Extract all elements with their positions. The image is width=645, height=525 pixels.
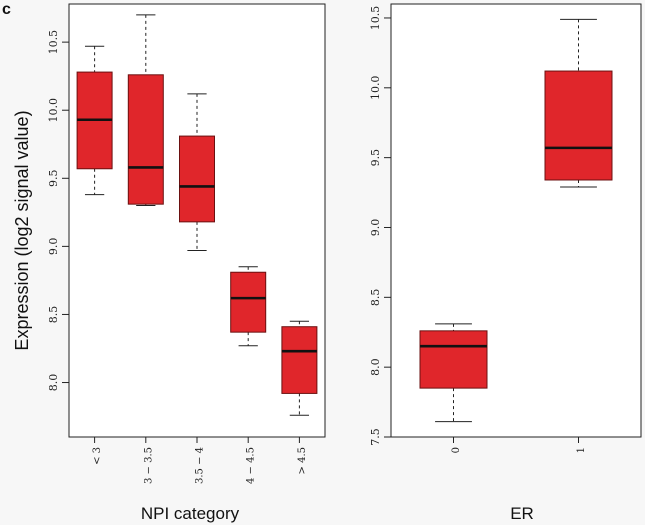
x-category-label: 3 − 3.5	[143, 447, 154, 484]
y-tick-label: 9.0	[369, 219, 382, 237]
x-category-label: 4 − 4.5	[246, 447, 257, 484]
y-tick-label: 9.0	[47, 238, 60, 256]
y-tick-label: 10.5	[369, 6, 382, 31]
x-category-label: 3.5 − 4	[195, 447, 206, 484]
x-category-label: 1	[576, 447, 587, 453]
x-axis-label: NPI category	[141, 504, 240, 523]
y-tick-label: 7.5	[369, 428, 382, 446]
x-category-label: > 4.5	[297, 447, 308, 474]
y-tick-label: 8.0	[369, 358, 382, 376]
box	[544, 70, 613, 181]
y-tick-label: 9.5	[369, 149, 382, 167]
er-boxplot-panel: 7.5 8.0 8.5 9.0 9.5 10.0 10.5 0 1 ER	[369, 3, 642, 523]
npi-boxplot-panel: 8.0 8.5 9.0 9.5 10.0 10.5 < 3 3 − 3.5 3.5 − 4 4 −…	[12, 3, 326, 523]
y-tick-label: 10.0	[369, 76, 382, 101]
box	[127, 74, 164, 205]
y-tick-label: 10.5	[47, 30, 60, 55]
x-category-label: < 3	[92, 447, 103, 465]
y-tick-label: 8.5	[47, 306, 60, 324]
box	[281, 326, 318, 394]
y-axis-label: Expression (log2 signal value)	[12, 110, 32, 350]
x-category-label: 0	[451, 447, 462, 453]
x-axis-label: ER	[510, 504, 534, 523]
box	[179, 135, 215, 223]
y-tick-label: 10.0	[47, 98, 60, 123]
box	[419, 330, 488, 389]
y-tick-label: 9.5	[47, 170, 60, 188]
y-tick-label: 8.0	[47, 374, 60, 392]
box	[230, 271, 267, 333]
y-tick-label: 8.5	[369, 289, 382, 307]
panel-letter: c	[2, 1, 11, 18]
